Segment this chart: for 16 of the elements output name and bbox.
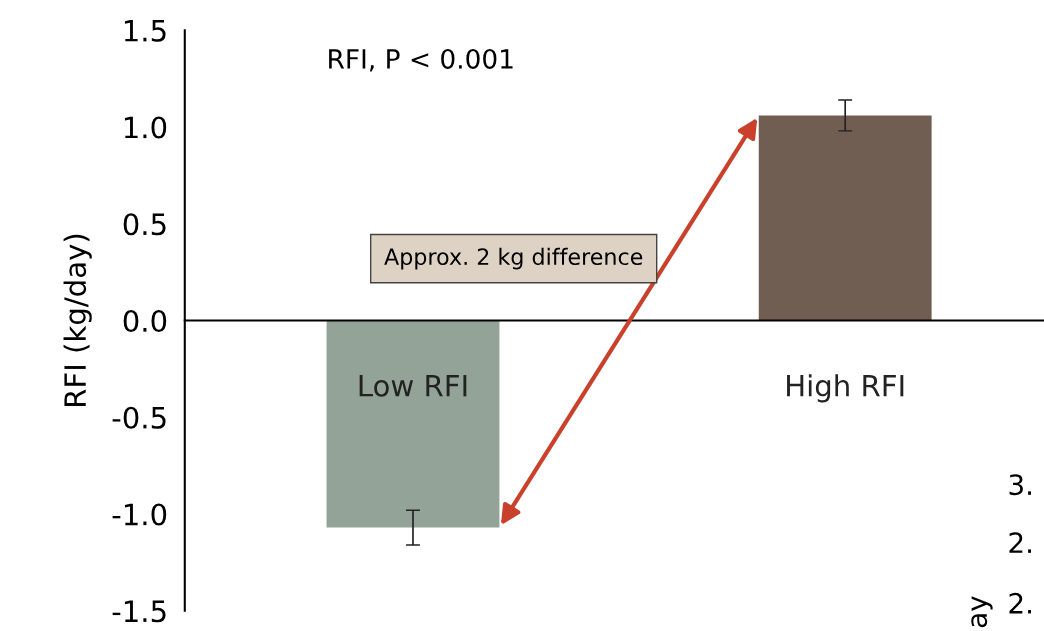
annotation: ay: [971, 596, 993, 628]
y-tick-label: -1.5: [112, 600, 166, 623]
annotation: RFI, P < 0.001: [329, 48, 513, 72]
annotation: 2.: [1009, 592, 1031, 614]
y-axis-title: RFI (kg/day): [63, 234, 92, 406]
x-tick-label: Low RFI: [359, 375, 467, 397]
annotation: 2.: [1009, 532, 1031, 553]
y-tick-label: 0.0: [123, 309, 167, 333]
annotation: Approx. 2 kg difference: [384, 247, 643, 270]
y-tick-label: 1.5: [124, 20, 166, 42]
y-tick-label: -0.5: [112, 406, 166, 429]
annotation: 3.: [1009, 474, 1031, 496]
y-tick-label: 0.5: [123, 213, 166, 236]
x-tick-label: High RFI: [787, 374, 904, 403]
y-tick-label: 1.0: [124, 116, 167, 139]
y-tick-label: -1.0: [112, 503, 167, 526]
